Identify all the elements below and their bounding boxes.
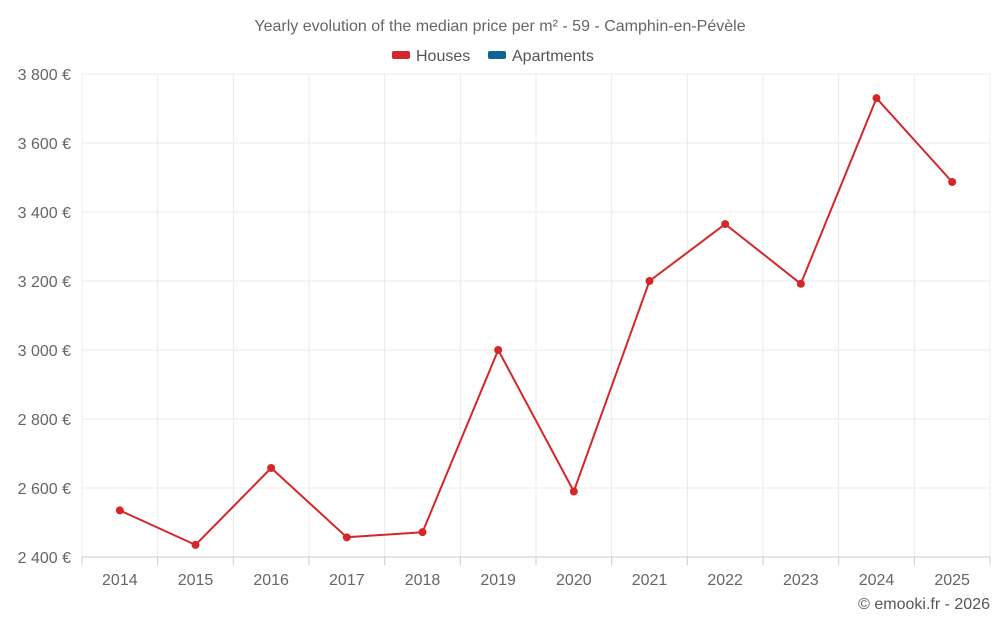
legend-item-apartments[interactable]: Apartments bbox=[488, 48, 594, 65]
series-houses bbox=[115, 94, 957, 549]
x-tick-label: 2017 bbox=[329, 572, 365, 589]
data-point[interactable] bbox=[948, 177, 957, 186]
credit-text: © emooki.fr - 2026 bbox=[858, 596, 990, 613]
gridlines bbox=[81, 73, 991, 558]
legend-item-houses[interactable]: Houses bbox=[392, 48, 470, 65]
x-tick-label: 2023 bbox=[783, 572, 819, 589]
y-tick-label: 3 600 € bbox=[18, 136, 71, 153]
x-tick-label: 2015 bbox=[178, 572, 214, 589]
data-point[interactable] bbox=[115, 506, 124, 515]
x-tick-label: 2016 bbox=[253, 572, 289, 589]
data-point[interactable] bbox=[418, 528, 427, 537]
data-point[interactable] bbox=[569, 487, 578, 496]
x-tick-label: 2022 bbox=[707, 572, 743, 589]
data-point[interactable] bbox=[342, 533, 351, 542]
y-tick-label: 3 800 € bbox=[18, 67, 71, 84]
x-axis: 2014 2015 2016 2017 2018 2019 2020 2021 2022 2023… bbox=[81, 557, 991, 589]
y-tick-label: 2 400 € bbox=[18, 550, 71, 567]
x-tick-label: 2021 bbox=[632, 572, 668, 589]
data-point[interactable] bbox=[191, 540, 200, 549]
data-point[interactable] bbox=[872, 94, 881, 103]
x-tick-label: 2018 bbox=[405, 572, 441, 589]
x-tick-label: 2019 bbox=[480, 572, 516, 589]
legend: Houses Apartments bbox=[392, 48, 594, 65]
y-tick-label: 2 800 € bbox=[18, 412, 71, 429]
x-tick-label: 2024 bbox=[859, 572, 895, 589]
data-point[interactable] bbox=[645, 277, 654, 285]
x-tick-label: 2014 bbox=[102, 572, 138, 589]
chart-title: Yearly evolution of the median price per… bbox=[254, 18, 745, 35]
y-axis: 2 400 € 2 600 € 2 800 € 3 000 € 3 200 € 3 400… bbox=[18, 67, 71, 567]
x-tick-label: 2020 bbox=[556, 572, 592, 589]
legend-swatch-apartments bbox=[488, 51, 506, 59]
data-point[interactable] bbox=[494, 346, 503, 354]
legend-swatch-houses bbox=[392, 51, 410, 59]
y-tick-label: 3 000 € bbox=[18, 343, 71, 360]
y-tick-label: 2 600 € bbox=[18, 481, 71, 498]
y-tick-label: 3 400 € bbox=[18, 205, 71, 222]
data-point[interactable] bbox=[721, 220, 730, 229]
data-point[interactable] bbox=[796, 279, 805, 288]
legend-label-houses: Houses bbox=[416, 48, 470, 65]
data-point[interactable] bbox=[267, 463, 276, 472]
y-tick-label: 3 200 € bbox=[18, 274, 71, 291]
x-tick-label: 2025 bbox=[934, 572, 970, 589]
legend-label-apartments: Apartments bbox=[512, 48, 594, 65]
series-line bbox=[119, 97, 953, 546]
